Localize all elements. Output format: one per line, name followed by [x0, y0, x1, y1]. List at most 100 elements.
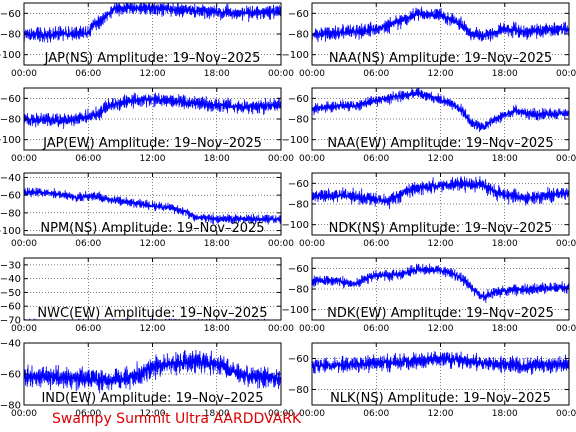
y-tick-label: −60: [288, 354, 309, 365]
y-tick-label: −60: [0, 9, 21, 20]
x-tick-label: 18:00: [204, 239, 230, 249]
x-tick-label: 06:00: [75, 154, 101, 164]
x-tick-label: 00:00: [11, 324, 37, 334]
chart-title: NDK(EW) Amplitude: 19–Nov–2025: [327, 306, 554, 321]
x-tick-label: 00:00: [556, 409, 576, 419]
y-tick-label: −60: [0, 370, 21, 381]
x-tick-label: 00:00: [299, 239, 325, 249]
footer-label: Swampy Summit Ultra AARDDVARK: [52, 411, 302, 427]
chart-title: NAA(NS) Amplitude: 19–Nov–2025: [329, 51, 552, 66]
y-tick-label: −80: [288, 285, 309, 296]
x-tick-label: 12:00: [140, 409, 166, 419]
x-tick-label: 00:00: [268, 409, 294, 419]
x-tick-label: 00:00: [11, 409, 37, 419]
y-tick-label: −40: [0, 173, 21, 184]
x-tick-label: 12:00: [428, 69, 454, 79]
series-line: [24, 349, 281, 394]
chart-panel: −60−80−10000:0006:0012:0018:0000:00NDK(N…: [282, 172, 576, 249]
chart-panel: −60 −80 00:00 06:00 12:00 18:00 00:00 NLK(NS) A…: [288, 342, 576, 419]
x-tick-label: 18:00: [492, 154, 518, 164]
chart-title: NDK(NS) Amplitude: 19–Nov–2025: [329, 221, 553, 236]
y-tick-label: −60: [0, 302, 21, 313]
y-tick-label: −100: [282, 135, 309, 146]
chart-title: IND(EW) Amplitude: 19–Nov–2025: [41, 391, 263, 406]
series-line: [24, 318, 280, 320]
chart-title: NAA(EW) Amplitude: 19–Nov–2025: [327, 136, 553, 151]
y-tick-label: −100: [0, 226, 21, 237]
y-tick-label: −50: [0, 288, 21, 299]
x-tick-label: 00:00: [268, 154, 294, 164]
y-tick-label: −80: [0, 401, 21, 412]
series-line: [312, 6, 569, 43]
chart-panel: −40−60−80−10000:0006:0012:0018:0000:00NP…: [0, 172, 294, 249]
y-tick-label: −40: [0, 274, 21, 285]
chart-panel: −60 −80 −100 00:00 06:00 12:00 18:00 00:00 JAP(N…: [0, 2, 294, 79]
y-tick-label: −60: [288, 94, 309, 105]
y-tick-label: −30: [0, 260, 21, 271]
x-tick-label: 18:00: [204, 324, 230, 334]
chart-panel: −60 −80 −100 00:00 06:00 12:00 18:00 00:00NAA(E…: [282, 87, 576, 164]
x-tick-label: 06:00: [75, 69, 101, 79]
x-tick-label: 00:00: [299, 154, 325, 164]
y-tick-label: −100: [0, 50, 21, 61]
x-tick-label: 12:00: [428, 324, 454, 334]
x-tick-label: 12:00: [428, 239, 454, 249]
x-tick-label: 06:00: [363, 409, 389, 419]
chart-panel: −60 −80 −100 00:00 06:00 12:00 18:00 00:00 NAA(N…: [282, 2, 576, 79]
y-tick-label: −70: [0, 316, 21, 327]
x-tick-label: 18:00: [492, 409, 518, 419]
y-tick-label: −60: [0, 191, 21, 202]
x-tick-label: 00:00: [11, 154, 37, 164]
chart-title: JAP(NS) Amplitude: 19–Nov–2025: [44, 51, 261, 66]
x-tick-label: 18:00: [204, 69, 230, 79]
chart-title: NLK(NS) Amplitude: 19–Nov–2025: [330, 391, 551, 406]
x-tick-label: 18:00: [492, 69, 518, 79]
x-tick-label: 00:00: [299, 409, 325, 419]
y-tick-label: −80: [0, 115, 21, 126]
x-tick-label: 06:00: [75, 239, 101, 249]
x-tick-label: 00:00: [556, 69, 576, 79]
x-tick-label: 18:00: [204, 154, 230, 164]
chart-title: NPM(NS) Amplitude: 19–Nov–2025: [40, 221, 264, 236]
series-line: [24, 92, 281, 129]
x-tick-label: 12:00: [140, 239, 166, 249]
y-tick-label: −60: [288, 9, 309, 20]
x-tick-label: 06:00: [363, 324, 389, 334]
y-tick-label: −80: [0, 30, 21, 41]
series-line: [312, 88, 569, 133]
x-tick-label: 06:00: [75, 324, 101, 334]
y-tick-label: −100: [282, 50, 309, 61]
y-tick-label: −100: [282, 220, 309, 231]
series-line: [312, 351, 569, 375]
x-tick-label: 12:00: [140, 324, 166, 334]
x-tick-label: 00:00: [556, 154, 576, 164]
y-tick-label: −40: [0, 339, 21, 350]
chart-title: NWC(EW) Amplitude: 19–Nov–2025: [37, 306, 267, 321]
series-line: [312, 263, 569, 303]
x-tick-label: 00:00: [556, 239, 576, 249]
y-tick-label: −80: [0, 208, 21, 219]
y-tick-label: −100: [0, 135, 21, 146]
y-tick-label: −60: [288, 264, 309, 275]
chart-panel: −60 −80 −100 00:00 06:00 12:00 18:00 00:00NDK(E…: [282, 257, 576, 334]
x-tick-label: 12:00: [428, 154, 454, 164]
series-line: [24, 187, 281, 225]
chart-panel: −60 −80 −100 00:00 06:00 12:00 18:00 00:00 JAP(E…: [0, 87, 294, 164]
y-tick-label: −100: [282, 305, 309, 316]
x-tick-label: 00:00: [299, 324, 325, 334]
chart-title: JAP(EW) Amplitude: 19–Nov–2025: [42, 136, 262, 151]
y-tick-label: −80: [288, 30, 309, 41]
x-tick-label: 00:00: [11, 69, 37, 79]
x-tick-label: 00:00: [268, 324, 294, 334]
y-tick-label: −80: [288, 200, 309, 211]
x-tick-label: 06:00: [363, 154, 389, 164]
x-tick-label: 00:00: [299, 69, 325, 79]
x-tick-label: 06:00: [75, 409, 101, 419]
y-tick-label: −60: [288, 179, 309, 190]
y-tick-label: −80: [288, 115, 309, 126]
x-tick-label: 18:00: [204, 409, 230, 419]
